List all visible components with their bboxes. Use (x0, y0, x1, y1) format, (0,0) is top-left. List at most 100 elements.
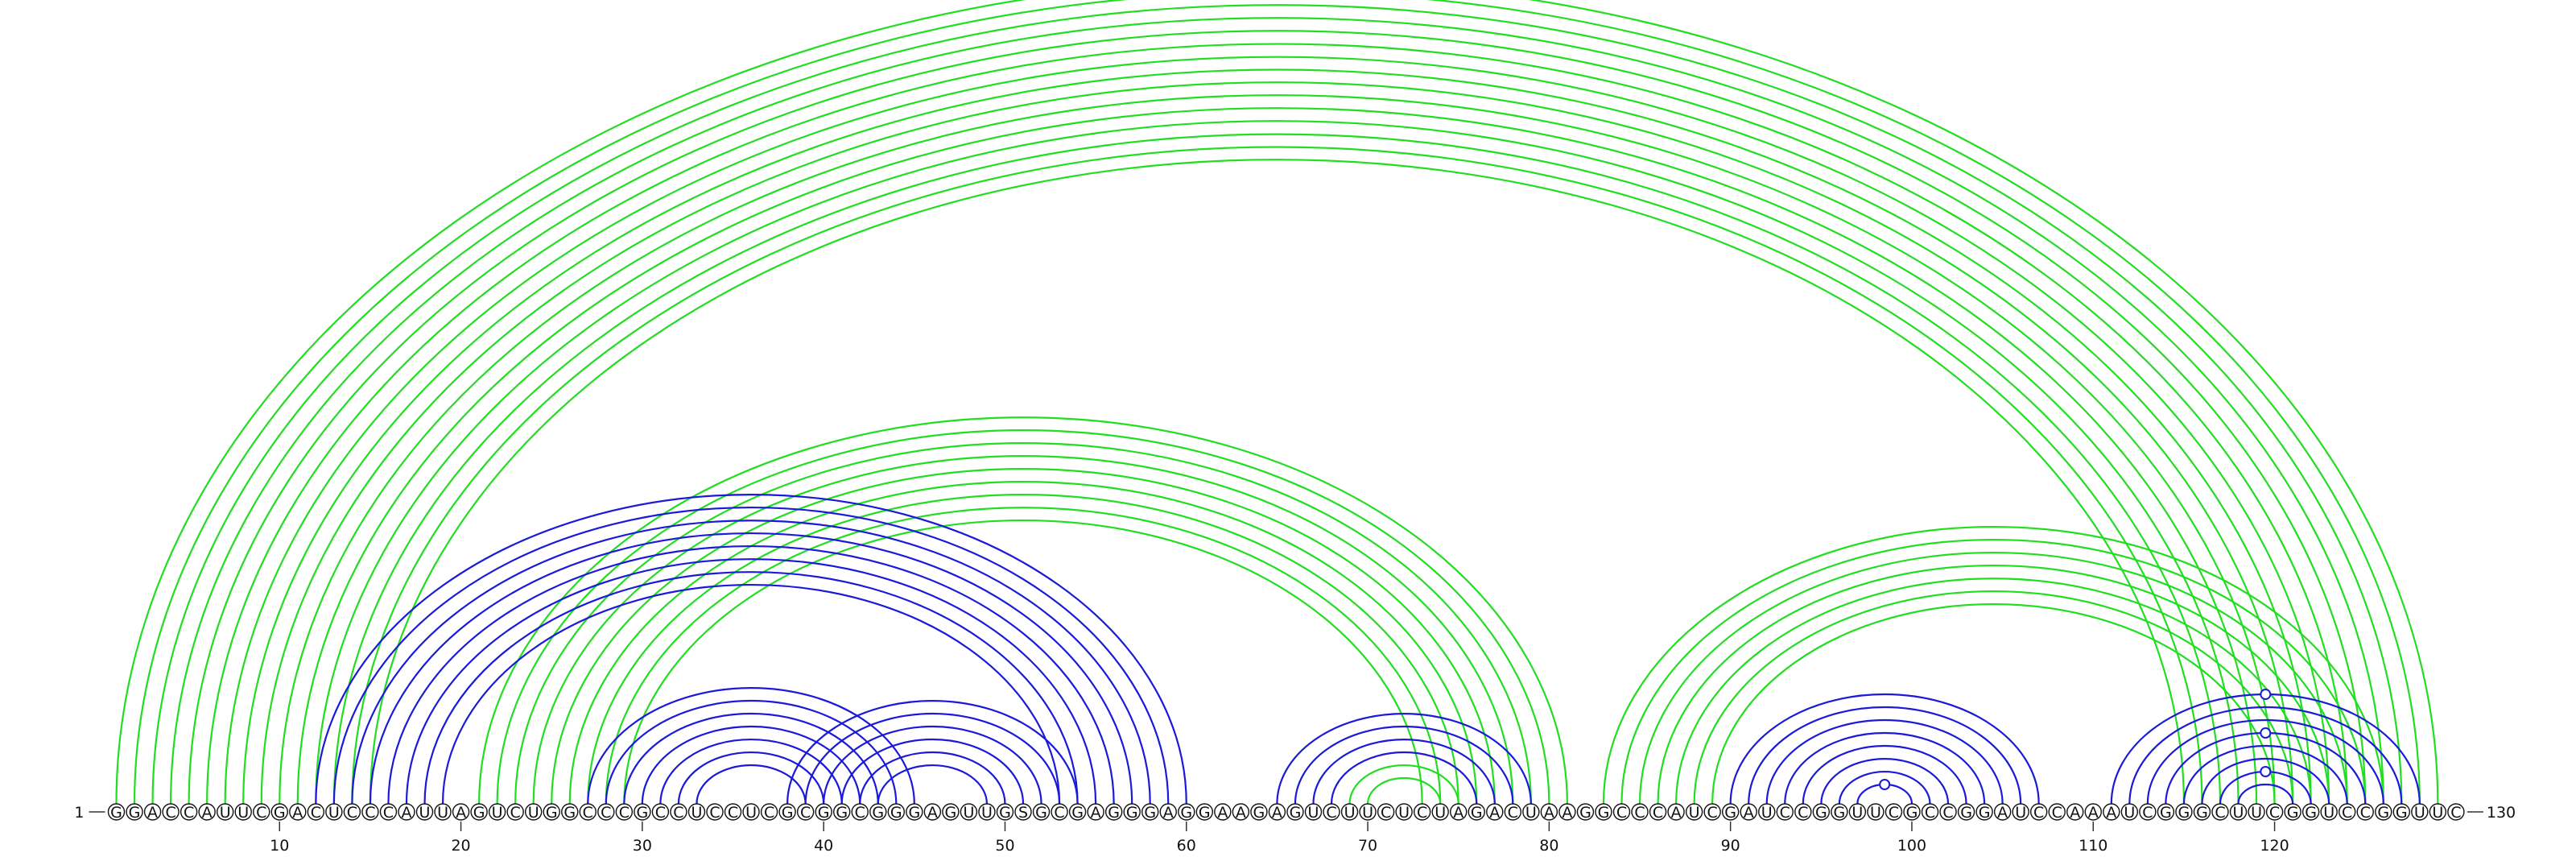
arc-blue-90-107 (1729, 693, 2040, 805)
nucleotide-93: C (1776, 803, 1794, 822)
nucleotide-circle (615, 803, 634, 821)
nucleotide-circle (778, 803, 796, 821)
nucleotide-25: G (543, 803, 560, 822)
nucleotide-circle (1250, 803, 1268, 821)
nucleotide-letter: U (1525, 804, 1537, 822)
nucleotide-56: G (1104, 803, 1123, 822)
nucleotide-80: A (1540, 803, 1558, 822)
arc-green-22-80 (496, 429, 1550, 805)
nucleotide-letter: C (347, 804, 357, 822)
nucleotide-letter: C (673, 804, 683, 822)
nucleotide-circle (2447, 803, 2465, 821)
nucleotide-letter: C (510, 804, 521, 822)
nucleotide-letter: C (256, 804, 266, 822)
nucleotide-circle (488, 803, 506, 821)
nucleotide-55: A (1087, 803, 1104, 822)
nucleotide-letter: G (872, 804, 884, 822)
nucleotide-letter: C (800, 804, 811, 822)
nucleotide-circle (1612, 803, 1631, 821)
nucleotide-circle (1758, 803, 1776, 821)
nucleotide-circle (978, 803, 996, 821)
arc-blue-112-127 (2128, 706, 2403, 805)
nucleotide-29: C (615, 803, 634, 822)
arc-blue-94-103 (1802, 744, 1967, 805)
nucleotide-circle (851, 803, 869, 821)
nucleotide-125: C (2356, 803, 2374, 822)
nucleotide-85: C (1631, 803, 1649, 822)
nucleotide-circle (1685, 803, 1703, 821)
arc-blue-67-77 (1312, 738, 1496, 805)
nucleotide-circle (1885, 803, 1903, 821)
nucleotide-letter: U (2233, 804, 2244, 822)
nucleotide-letter: C (655, 804, 666, 822)
nucleotide-letter: U (1344, 804, 1356, 822)
nucleotide-95: G (1812, 803, 1831, 822)
nucleotide-1: G (107, 803, 126, 822)
arc-blue-38-54 (786, 699, 1079, 805)
nucleotide-101: C (1921, 803, 1939, 822)
nucleotide-3: A (143, 803, 162, 822)
nucleotide-letter: G (564, 804, 576, 822)
nucleotide-letter: U (981, 804, 993, 822)
arc-green-5-125 (188, 30, 2367, 805)
arc-green-70-74 (1366, 776, 1442, 805)
nucleotide-129: U (2429, 803, 2447, 822)
nucleotide-circle (2120, 803, 2139, 821)
nucleotide-70: U (1359, 803, 1377, 822)
nucleotide-letter: G (1035, 804, 1047, 822)
tick-label-110: 110 (2079, 837, 2107, 855)
nucleotide-letter: G (1071, 804, 1084, 822)
nucleotide-letter: C (601, 804, 611, 822)
arc-green-86-123 (1657, 565, 2330, 805)
nucleotide-letter: A (1217, 804, 1228, 822)
arc-green-15-115 (369, 159, 2186, 805)
nucleotide-99: C (1885, 803, 1903, 822)
nucleotide-circle (760, 803, 778, 821)
arc-green-14-116 (351, 146, 2203, 805)
nucleotide-circle (1939, 803, 1957, 821)
nucleotide-letter: A (292, 804, 303, 822)
nucleotide-circle (506, 803, 524, 821)
nucleotide-circle (1903, 803, 1921, 821)
nucleotide-letter: A (1091, 804, 1101, 822)
nucleotide-20: A (452, 803, 470, 822)
nucleotide-circle (1504, 803, 1522, 821)
nucleotide-letter: G (1979, 804, 1991, 822)
nucleotide-letter: A (1562, 804, 1572, 822)
nucleotide-letter: G (818, 804, 830, 822)
nucleotide-circle (524, 803, 543, 821)
nucleotide-letter: G (1471, 804, 1483, 822)
nucleotide-51: S (1014, 803, 1032, 822)
nucleotide-57: G (1123, 803, 1141, 822)
nucleotide-38: G (778, 803, 796, 822)
arc-marker-111-128 (2260, 689, 2272, 701)
nucleotide-18: U (415, 803, 434, 822)
nucleotide-46: A (923, 803, 942, 822)
nucleotide-43: G (869, 803, 887, 822)
nucleotide-letter: C (764, 804, 774, 822)
nucleotide-letter: U (1689, 804, 1700, 822)
nucleotide-circle (597, 803, 615, 821)
arc-green-26-76 (568, 480, 1478, 805)
nucleotide-circle (1395, 803, 1413, 821)
nucleotide-121: G (2284, 803, 2301, 822)
nucleotide-circle (651, 803, 670, 821)
arc-green-87-122 (1674, 578, 2312, 805)
nucleotide-circle (307, 803, 325, 821)
nucleotide-circle (796, 803, 815, 821)
nucleotide-circle (1576, 803, 1595, 821)
arc-blue-19-53 (441, 583, 1061, 805)
nucleotide-31: C (651, 803, 670, 822)
nucleotide-letter: A (1544, 804, 1554, 822)
nucleotide-24: U (524, 803, 543, 822)
nucleotide-letter: G (473, 804, 485, 822)
nucleotide-circle (1104, 803, 1123, 821)
nucleotide-circle (289, 803, 307, 821)
nucleotide-letter: C (1381, 804, 1391, 822)
nucleotide-letter: C (1889, 804, 1899, 822)
nucleotide-letter: A (2106, 804, 2116, 822)
nucleotide-circle (1486, 803, 1504, 821)
nucleotide-79: U (1522, 803, 1540, 822)
nucleotide-4: C (162, 803, 180, 822)
arc-green-11-119 (296, 107, 2258, 805)
